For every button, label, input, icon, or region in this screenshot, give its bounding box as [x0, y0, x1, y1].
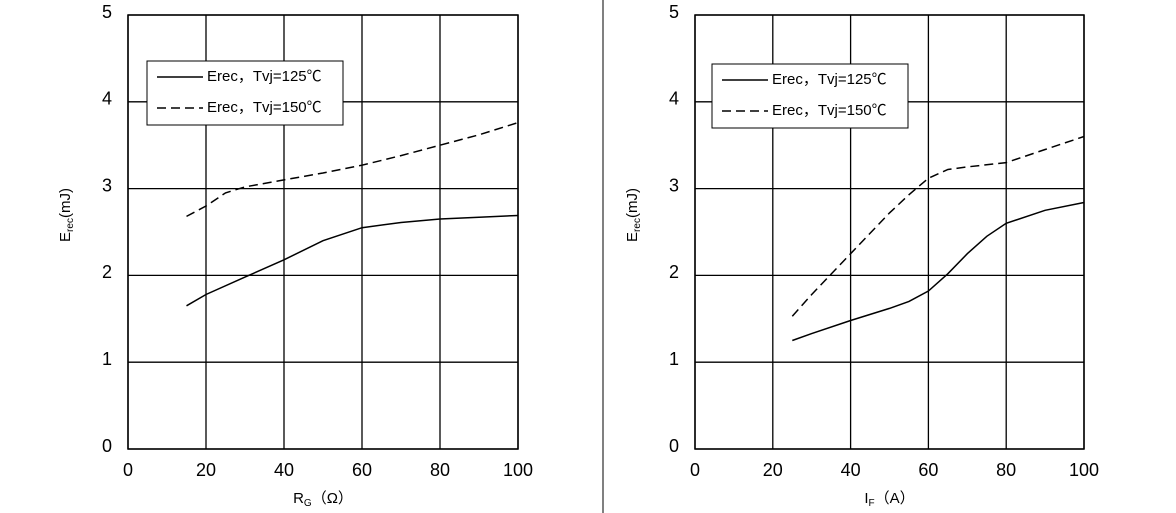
x-tick-label: 0: [123, 460, 133, 480]
x-axis-title-main: I: [864, 490, 868, 507]
x-tick-label: 60: [352, 460, 372, 480]
x-axis-title-main: R: [293, 490, 304, 507]
y-tick-label: 0: [669, 436, 679, 456]
x-axis-title-sub: F: [869, 498, 875, 509]
y-axis-title-sub: rec: [632, 218, 643, 232]
y-axis-title: Erec(mJ): [57, 188, 76, 242]
x-tick-label: 80: [430, 460, 450, 480]
x-tick-label: 20: [196, 460, 216, 480]
data-line: [792, 201, 1085, 342]
x-tick-label: 100: [1069, 460, 1099, 480]
y-tick-label: 5: [102, 2, 112, 22]
y-tick-label: 3: [102, 175, 112, 195]
legend-label: Erec，Tvj=150℃: [772, 102, 887, 119]
legend-box: [146, 60, 344, 126]
y-tick-label: 2: [669, 262, 679, 282]
y-tick-label: 1: [669, 349, 679, 369]
y-axis-title-main: E: [624, 232, 641, 242]
data-line: [186, 214, 519, 307]
legend-label: Erec，Tvj=125℃: [772, 71, 887, 88]
x-axis-title: IF（A）: [864, 490, 914, 509]
plot-frame: [127, 14, 519, 450]
y-axis-title-sub: rec: [65, 218, 76, 232]
x-tick-label: 60: [918, 460, 938, 480]
x-tick-label: 100: [503, 460, 533, 480]
y-tick-label: 5: [669, 2, 679, 22]
plot-frame: [694, 14, 1085, 450]
legend-box: [711, 63, 909, 129]
data-line: [186, 121, 519, 218]
x-axis-title-rest: （A）: [875, 490, 915, 507]
y-axis-title-rest: (mJ): [624, 188, 641, 218]
x-tick-label: 40: [841, 460, 861, 480]
x-axis-title-sub: G: [304, 498, 312, 509]
y-tick-label: 4: [669, 89, 679, 109]
y-tick-label: 3: [669, 175, 679, 195]
y-axis-title-rest: (mJ): [57, 188, 74, 218]
y-tick-label: 2: [102, 262, 112, 282]
y-tick-label: 0: [102, 436, 112, 456]
x-tick-label: 0: [690, 460, 700, 480]
y-tick-label: 4: [102, 89, 112, 109]
x-axis-title: RG（Ω）: [293, 490, 353, 509]
y-axis-title: Erec(mJ): [624, 188, 643, 242]
x-axis-title-rest: （Ω）: [312, 490, 353, 507]
x-tick-label: 20: [763, 460, 783, 480]
data-line: [791, 135, 1085, 317]
y-tick-label: 1: [102, 349, 112, 369]
x-tick-label: 80: [996, 460, 1016, 480]
legend-label: Erec，Tvj=125℃: [207, 68, 322, 85]
y-axis-title-main: E: [57, 232, 74, 242]
legend-label: Erec，Tvj=150℃: [207, 99, 322, 116]
x-tick-label: 40: [274, 460, 294, 480]
